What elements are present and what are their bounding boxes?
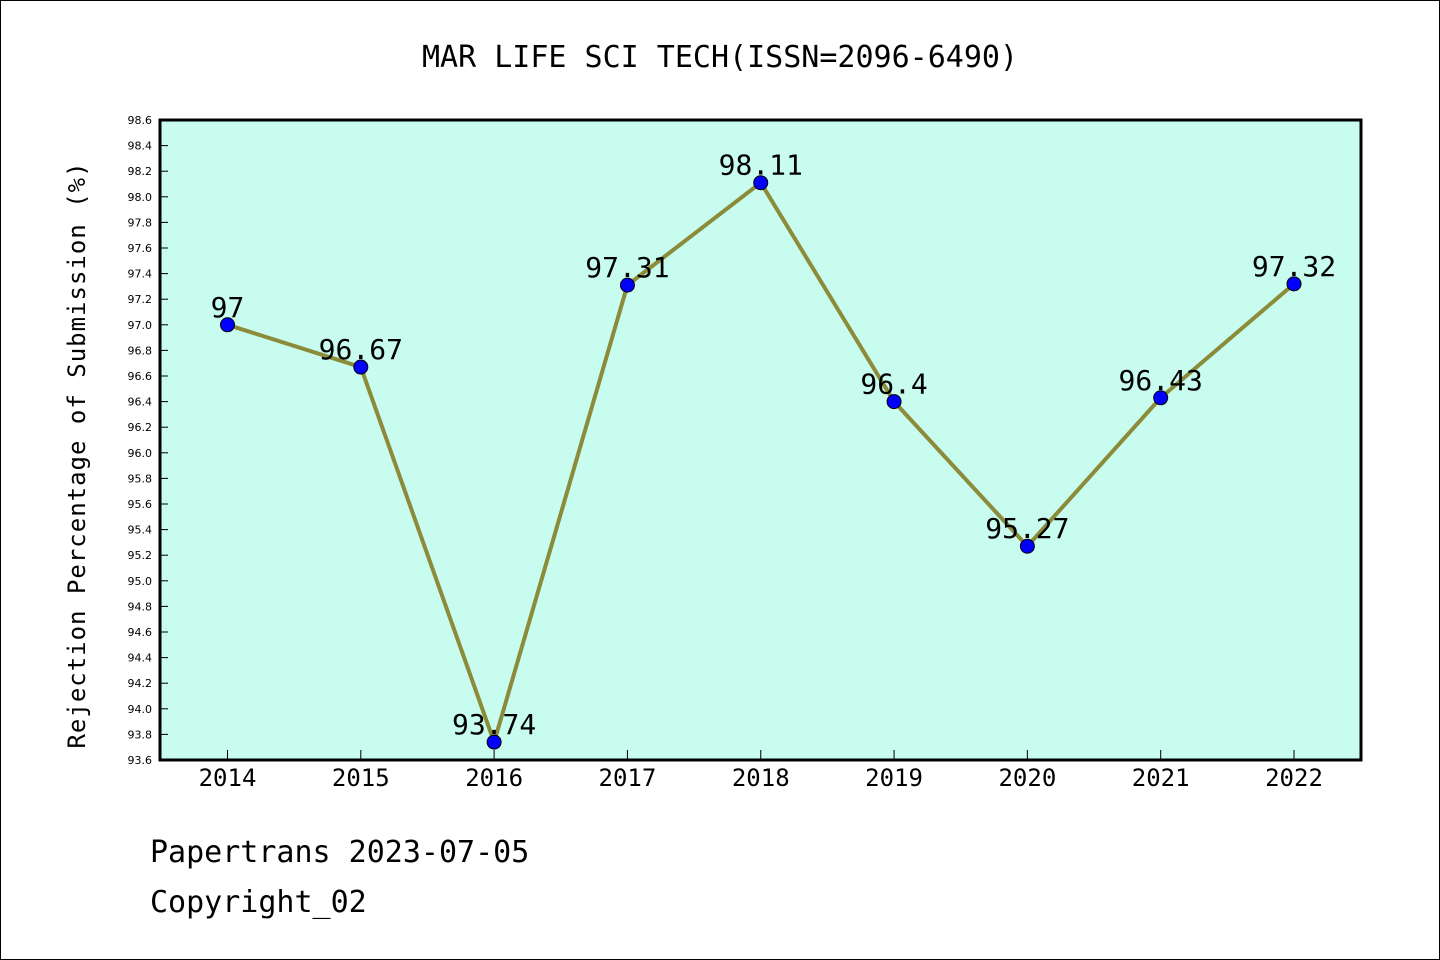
y-tick-label: 97.2 [128, 293, 153, 306]
plot-area [158, 118, 1363, 762]
y-tick-label: 96.2 [128, 421, 153, 434]
y-tick-label: 95.2 [128, 549, 153, 562]
data-point [486, 734, 502, 750]
y-tick-label: 95.0 [128, 575, 153, 588]
data-label: 93.74 [452, 708, 536, 741]
y-tick-label: 94.2 [128, 677, 153, 690]
y-tick-label: 97.0 [128, 319, 153, 332]
y-axis-label: Rejection Percentage of Submission (%) [63, 161, 91, 748]
data-label: 96.4 [860, 368, 927, 401]
data-label: 95.27 [985, 512, 1069, 545]
x-tick-label: 2014 [199, 764, 257, 792]
y-tick-label: 98.6 [128, 114, 153, 127]
x-tick-label: 2019 [865, 764, 923, 792]
data-point [1153, 390, 1169, 406]
y-tick-label: 97.4 [128, 268, 153, 281]
y-tick-label: 93.6 [128, 754, 153, 767]
data-label: 96.43 [1119, 364, 1203, 397]
data-label: 97.31 [585, 251, 669, 284]
data-label: 97.32 [1252, 250, 1336, 283]
data-point [619, 277, 635, 293]
y-tick-label: 94.6 [128, 626, 153, 639]
x-tick-label: 2020 [998, 764, 1056, 792]
y-tick-label: 94.8 [128, 600, 153, 613]
series-group: 97 96.67 93.74 97.31 98.11 96.4 95.27 96.43 97.3… [211, 149, 1336, 750]
data-point [886, 394, 902, 410]
y-tick-label: 96.8 [128, 344, 153, 357]
x-axis-ticks: 2014 2015 2016 2017 2018 2019 2020 2021 2022 [199, 750, 1323, 792]
x-tick-label: 2015 [332, 764, 390, 792]
y-tick-label: 97.8 [128, 216, 153, 229]
x-tick-label: 2016 [465, 764, 523, 792]
data-label: 97 [211, 291, 245, 324]
y-tick-label: 98.4 [128, 140, 153, 153]
data-point [1019, 538, 1035, 554]
data-point [353, 359, 369, 375]
footer-date: Papertrans 2023-07-05 [150, 835, 530, 870]
y-axis-ticks: 93.6 93.8 94.0 94.2 94.4 94.6 94.8 95.0 95.2 95.4… [128, 114, 168, 767]
y-tick-label: 95.8 [128, 472, 153, 485]
y-tick-label: 94.0 [128, 703, 153, 716]
data-label: 96.67 [319, 333, 403, 366]
data-label: 98.11 [719, 149, 803, 182]
x-tick-label: 2017 [599, 764, 657, 792]
y-tick-label: 96.0 [128, 447, 153, 460]
y-tick-label: 98.2 [128, 165, 153, 178]
y-tick-label: 98.0 [128, 191, 153, 204]
data-point [220, 317, 235, 333]
y-tick-label: 94.4 [128, 652, 153, 665]
data-point [1286, 276, 1302, 292]
chart-title: MAR LIFE SCI TECH(ISSN=2096-6490) [422, 40, 1018, 75]
data-point [753, 175, 769, 191]
y-tick-label: 95.4 [128, 524, 153, 537]
y-tick-label: 95.6 [128, 498, 153, 511]
y-tick-label: 96.4 [128, 396, 153, 409]
x-tick-label: 2022 [1265, 764, 1323, 792]
x-tick-label: 2021 [1132, 764, 1190, 792]
y-tick-label: 96.6 [128, 370, 153, 383]
y-tick-label: 93.8 [128, 728, 153, 741]
footer-copyright: Copyright_02 [150, 885, 367, 920]
y-tick-label: 97.6 [128, 242, 153, 255]
x-tick-label: 2018 [732, 764, 790, 792]
